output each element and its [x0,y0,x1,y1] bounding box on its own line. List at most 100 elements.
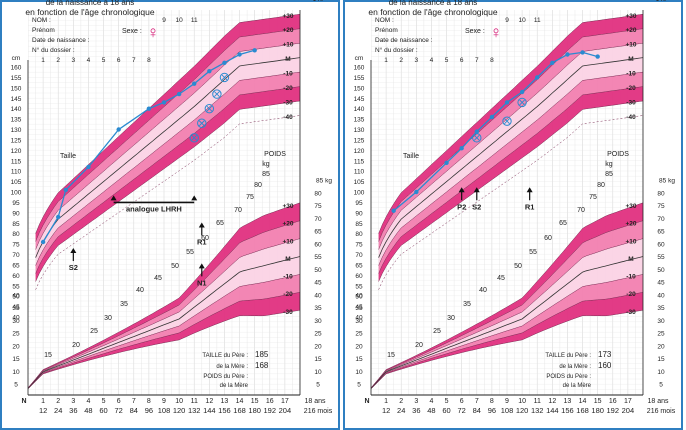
height-sd-label: -40 [626,114,636,121]
height-sd-line [35,100,300,282]
poids-mere-label: de la Mère [563,383,592,389]
label-nom: NOM : [375,17,394,24]
height-tick-left: 125 [354,137,365,144]
chart-title-top: de la naissance à 18 ans [389,0,478,7]
weight-tick-right: 65 [314,229,322,236]
year-tick: 15 [251,398,259,405]
weight-tick-right: 10 [314,369,322,376]
weight-scale-label: 30 [447,315,455,322]
height-tick-left: 150 [11,85,22,92]
taille-mere-value: 168 [255,361,269,370]
height-tick-left: 85 [355,221,363,228]
height-tick-left: 130 [11,127,22,134]
height-data-point [207,68,212,74]
weight-scale-label: 75 [589,194,597,201]
weight-sd-label: +20 [282,221,293,228]
x-unit-months: 216 mois [647,408,676,415]
year-tick: 2 [399,398,403,405]
weight-tick-right: 30 [657,318,665,325]
top-age-tick: 5 [102,57,106,64]
weight-tick-right: 40 [314,292,322,299]
height-tick-left: 50 [355,294,363,301]
weight-tick-right: 70 [657,216,665,223]
top-age-tick: 11 [534,17,541,24]
weight-scale-label: 60 [544,235,552,242]
height-data-point [565,52,570,57]
arrow-icon [110,195,117,201]
bone-age-point [472,133,482,143]
height-tick-left: 115 [354,158,365,165]
y-unit-weight: 85 kg [316,178,332,185]
height-tick-right: 140 [313,0,324,3]
height-tick-left: 70 [12,252,20,259]
weight-tick-left: 10 [12,369,20,376]
weight-tick-right: 5 [316,382,320,389]
weight-band [371,274,643,389]
month-tick: 60 [99,406,107,415]
month-tick: 48 [84,406,92,415]
month-tick: 72 [457,406,465,415]
year-tick: 9 [162,398,166,405]
height-tick-left: 160 [11,65,22,72]
weight-label: POIDS [264,151,286,158]
height-data-point [550,60,555,66]
height-data-point [391,208,396,213]
weight-sd-line [28,202,300,388]
y-unit-weight: 85 kg [659,178,675,185]
weight-sd-line [28,309,300,390]
weight-tick-right: 20 [657,343,665,350]
year-tick: 4 [86,398,90,405]
month-tick: 156 [218,406,231,415]
month-tick: 144 [546,406,559,415]
poids-pere-label: POIDS du Père : [546,374,591,380]
top-age-tick: 1 [41,57,45,64]
height-sd-line [35,71,300,266]
weight-sd-label: M [285,256,290,263]
height-sd-label: +20 [625,27,636,34]
year-tick: 14 [236,398,244,405]
year-tick: 6 [460,398,464,405]
weight-scale-label: 65 [216,220,224,227]
weight-tick-right: 35 [657,305,665,312]
weight-tick-right: 55 [314,254,322,261]
height-tick-left: 120 [11,148,22,155]
arrow-icon [526,187,533,193]
poids-mere-label: de la Mère [220,383,249,389]
year-tick: 15 [594,398,602,405]
year-tick: 5 [102,398,106,405]
weight-band [371,256,643,389]
weight-scale-label: 15 [387,352,395,359]
plot-area [371,10,643,395]
weight-sd-label: -30 [626,309,636,316]
stage-label: R1 [525,202,535,211]
month-tick: 96 [145,406,153,415]
weight-sd-label: +30 [625,203,636,210]
height-data-point [595,54,600,59]
height-sd-line [35,115,300,290]
height-tick-left: 100 [354,190,365,197]
height-data-point [86,164,91,170]
height-data-point [146,106,152,111]
height-tick-left: 110 [11,169,22,176]
height-sd-label: +30 [625,13,636,20]
height-tick-left: 95 [12,200,20,207]
height-data-point [161,100,167,105]
weight-sd-label: +30 [282,203,293,210]
top-age-tick: 1 [384,57,388,64]
height-tick-left: 90 [355,210,363,217]
weight-tick-right: 60 [314,241,322,248]
bone-age-point [204,103,215,114]
weight-scale-label: 65 [559,220,567,227]
height-sd-label: -20 [626,85,636,92]
weight-tick-left: 10 [355,369,363,376]
weight-tick-right: 45 [314,280,322,287]
panel-divider [340,0,343,430]
month-tick: 84 [130,406,138,415]
weight-scale-label: 35 [463,301,471,308]
height-tick-left: 130 [354,127,365,134]
arrow-icon [198,263,205,269]
top-age-tick: 6 [460,57,464,64]
top-age-tick: 9 [505,17,509,24]
month-tick: 168 [233,406,246,415]
